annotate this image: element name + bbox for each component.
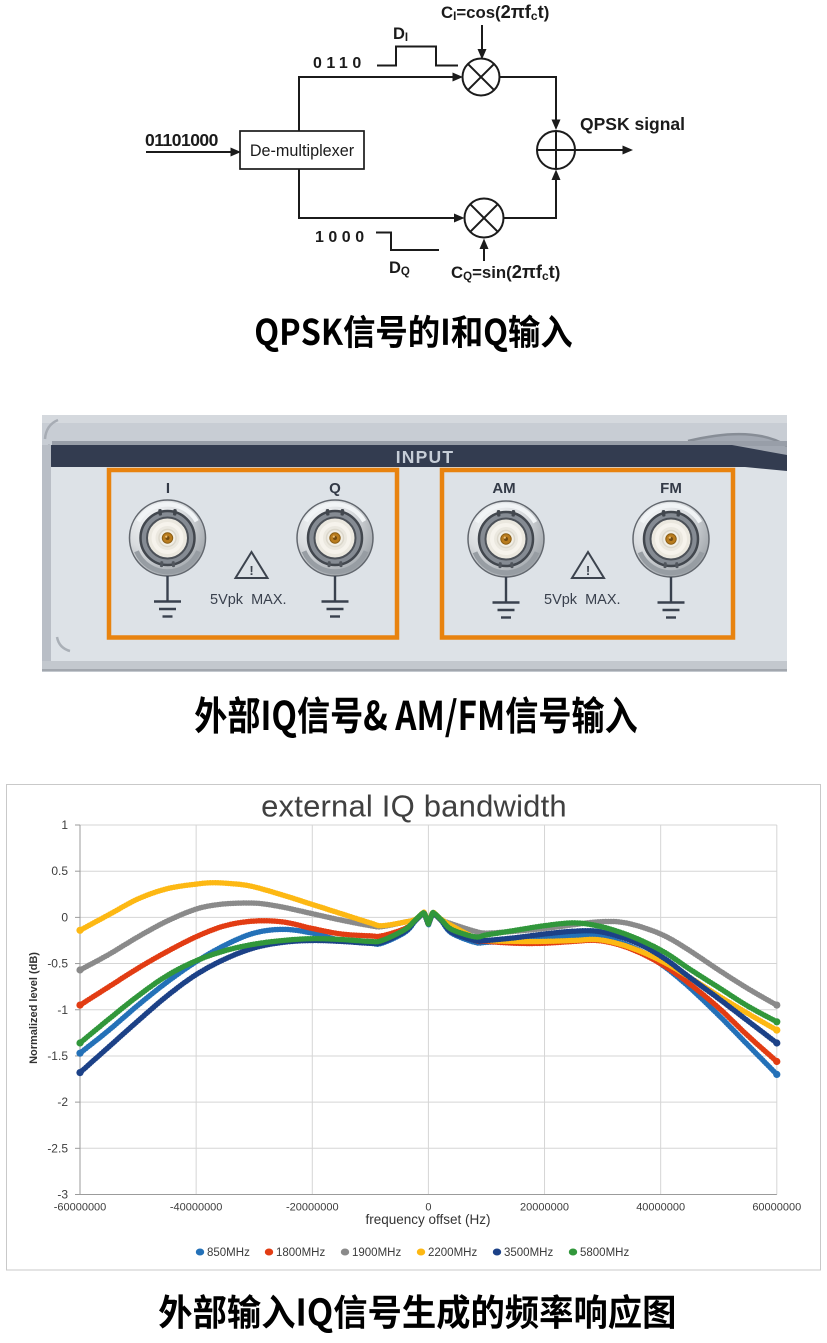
svg-text:Q: Q (329, 480, 341, 497)
svg-text:CI=cos(2πfct): CI=cos(2πfct) (441, 1, 549, 23)
svg-text:I: I (166, 480, 170, 497)
svg-text:3500MHz: 3500MHz (504, 1247, 553, 1259)
svg-text:frequency offset (Hz): frequency offset (Hz) (365, 1212, 490, 1227)
svg-text:CQ=sin(2πfct): CQ=sin(2πfct) (451, 261, 560, 283)
svg-text:-2.5: -2.5 (47, 1141, 68, 1155)
svg-text:-60000000: -60000000 (54, 1202, 107, 1214)
svg-text:-40000000: -40000000 (170, 1202, 223, 1214)
svg-text:1: 1 (61, 818, 68, 832)
svg-text:1800MHz: 1800MHz (276, 1247, 325, 1259)
svg-text:-3: -3 (57, 1188, 68, 1202)
svg-text:0.5: 0.5 (51, 864, 68, 878)
svg-text:2200MHz: 2200MHz (428, 1247, 477, 1259)
svg-text:DQ: DQ (389, 259, 410, 278)
svg-text:-1: -1 (57, 1003, 68, 1017)
svg-text:0: 0 (61, 910, 68, 924)
svg-text:0110: 0110 (313, 55, 366, 72)
svg-text:1900MHz: 1900MHz (352, 1247, 401, 1259)
svg-text:5800MHz: 5800MHz (580, 1247, 629, 1259)
svg-text:5Vpk MAX.: 5Vpk MAX. (544, 592, 621, 608)
svg-text:FM: FM (660, 480, 682, 497)
svg-text:external IQ bandwidth: external IQ bandwidth (261, 789, 567, 824)
svg-text:-1.5: -1.5 (47, 1049, 68, 1063)
svg-text:40000000: 40000000 (636, 1202, 685, 1214)
svg-text:AM: AM (492, 480, 515, 497)
svg-text:0: 0 (425, 1202, 431, 1214)
svg-text:-2: -2 (57, 1095, 68, 1109)
svg-text:850MHz: 850MHz (207, 1247, 250, 1259)
svg-text:!: ! (586, 563, 590, 578)
svg-text:De-multiplexer: De-multiplexer (250, 142, 355, 160)
svg-text:DI: DI (393, 25, 408, 44)
svg-text:1000: 1000 (315, 229, 369, 246)
svg-text:20000000: 20000000 (520, 1202, 569, 1214)
svg-text:INPUT: INPUT (396, 447, 455, 467)
svg-text:!: ! (249, 563, 253, 578)
svg-text:-20000000: -20000000 (286, 1202, 339, 1214)
svg-text:60000000: 60000000 (752, 1202, 801, 1214)
svg-text:-0.5: -0.5 (47, 957, 68, 971)
svg-text:01101000: 01101000 (145, 130, 219, 150)
svg-text:5Vpk MAX.: 5Vpk MAX. (210, 592, 287, 608)
svg-text:Normalized level (dB): Normalized level (dB) (28, 952, 40, 1064)
svg-text:QPSK signal: QPSK signal (580, 114, 685, 134)
